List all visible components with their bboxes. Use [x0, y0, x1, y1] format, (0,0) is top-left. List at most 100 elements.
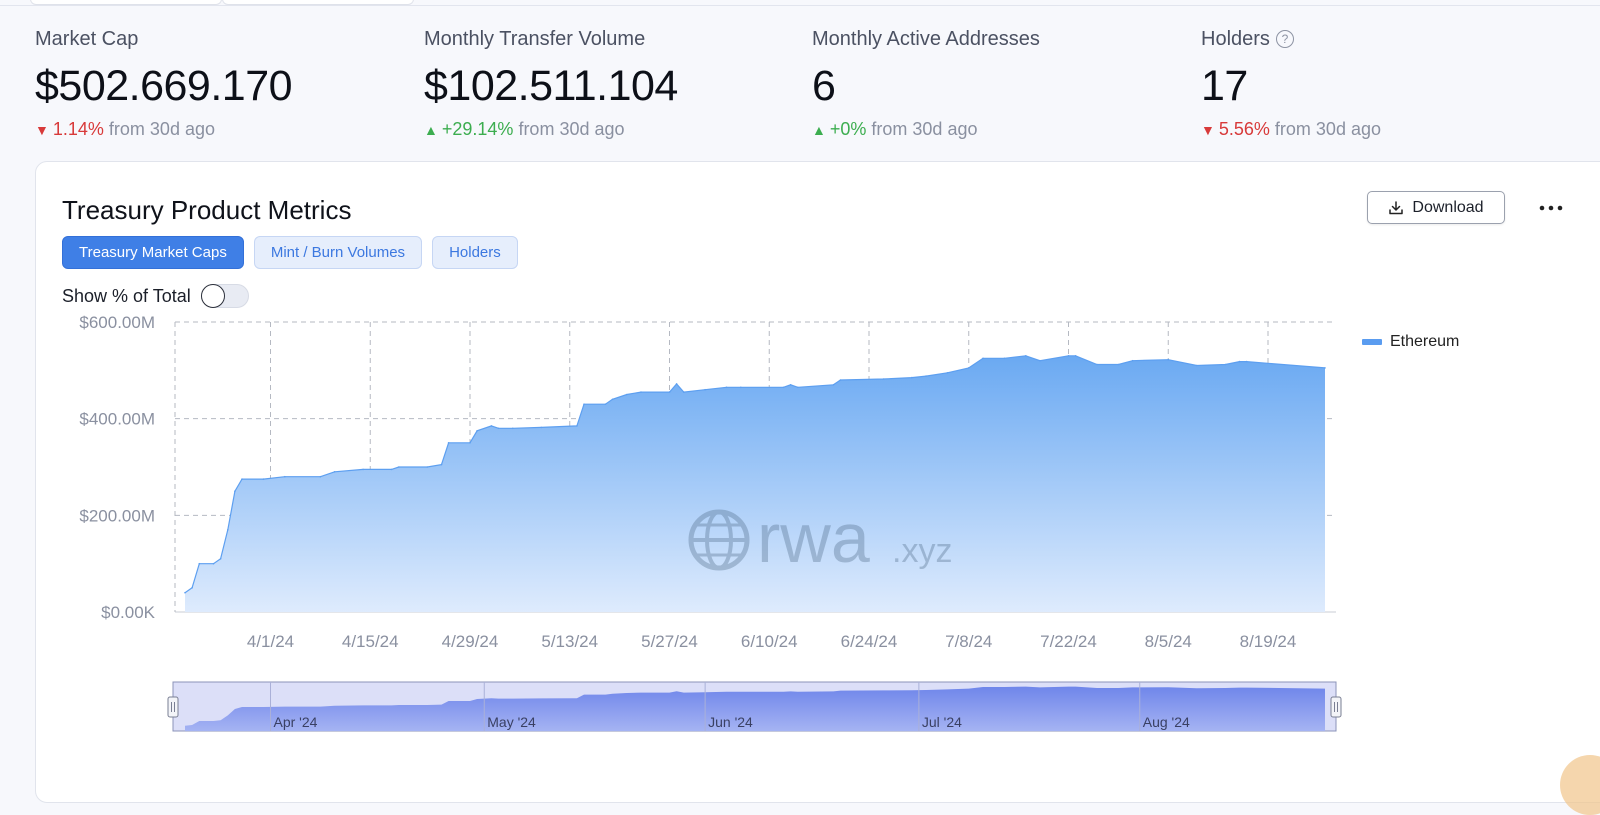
data-point [191, 587, 193, 589]
data-point [333, 471, 336, 473]
x-tick-label: 6/10/24 [741, 632, 798, 651]
data-point [668, 391, 671, 393]
tab-holders[interactable]: Holders [432, 236, 518, 269]
stat-label: Market Cap [35, 28, 139, 50]
card-title: Treasury Product Metrics [62, 195, 352, 225]
market-cap-chart: rwa .xyz $0.00K $200.00M $400.00M $600.00M 4… [79, 313, 1342, 732]
data-point [1039, 359, 1041, 362]
navigator-area [185, 686, 1325, 731]
data-point [839, 379, 842, 381]
data-point [398, 466, 400, 468]
metric-tabs: Treasury Market Caps Mint / Burn Volumes… [62, 236, 518, 269]
data-point [576, 425, 578, 427]
data-point [583, 403, 585, 406]
data-point [882, 378, 885, 380]
change-down-indicator: ▼ 1.14% [35, 119, 104, 139]
navigator-tick-label: Jul '24 [922, 714, 962, 730]
stat-label: Holders [1201, 28, 1270, 50]
more-options-button[interactable] [1536, 198, 1566, 218]
data-point [911, 376, 913, 379]
stat-change: ▼ 5.56% from 30d ago [1201, 119, 1381, 139]
data-point [490, 425, 493, 427]
x-tick-label: 8/5/24 [1145, 632, 1192, 651]
change-down-indicator: ▼ 5.56% [1201, 119, 1270, 139]
triangle-up-icon: ▲ [424, 122, 438, 138]
navigator-tick-label: May '24 [487, 714, 536, 730]
data-point [447, 442, 450, 444]
data-point [626, 393, 628, 396]
x-tick-label: 5/13/24 [541, 632, 598, 651]
stats-row: Market Cap $502.669.170 ▼ 1.14% from 30d … [35, 25, 1575, 145]
data-point [797, 386, 799, 389]
stat-holders: Holders? 17 ▼ 5.56% from 30d ago [1201, 25, 1381, 142]
y-tick-label: $400.00M [79, 410, 155, 429]
data-point [1324, 367, 1326, 369]
watermark-suffix: .xyz [892, 532, 952, 570]
download-button[interactable]: Download [1367, 191, 1505, 224]
data-point [540, 426, 543, 429]
data-point [362, 468, 364, 471]
data-point [1117, 363, 1120, 366]
data-point [946, 372, 949, 374]
data-point [675, 383, 678, 385]
data-point [1196, 364, 1198, 367]
show-percent-toggle-row: Show % of Total [62, 284, 249, 308]
legend-swatch [1362, 339, 1382, 345]
watermark: rwa .xyz [688, 499, 952, 577]
x-tick-label: 4/29/24 [442, 632, 499, 651]
data-point [512, 427, 514, 430]
navigator-tick-label: Aug '24 [1143, 714, 1190, 730]
y-tick-label: $200.00M [79, 506, 155, 525]
tab-mint-burn-volumes[interactable]: Mint / Burn Volumes [253, 236, 423, 269]
data-point [832, 384, 835, 386]
data-point [227, 529, 229, 531]
data-point [262, 478, 265, 480]
question-circle-icon[interactable]: ? [1275, 30, 1294, 48]
show-percent-toggle[interactable] [200, 284, 249, 308]
data-point [1096, 363, 1098, 366]
globe-icon [688, 509, 750, 571]
stat-change: ▲ +29.14% from 30d ago [424, 119, 625, 139]
data-point [219, 558, 222, 560]
more-horizontal-icon [1539, 205, 1563, 211]
navigator-handle-left[interactable] [167, 696, 179, 718]
legend-label-ethereum: Ethereum [1390, 333, 1460, 350]
data-point [1167, 358, 1170, 361]
ethereum-area [185, 355, 1325, 612]
x-tick-label: 4/15/24 [342, 632, 399, 651]
data-point [212, 562, 215, 565]
toggle-knob [200, 284, 225, 308]
data-point [925, 375, 927, 377]
data-point [1067, 355, 1070, 357]
x-tick-label: 8/19/24 [1240, 632, 1297, 651]
navigator-handle-right[interactable] [1330, 696, 1342, 718]
stat-change: ▲ +0% from 30d ago [812, 119, 978, 139]
data-point [319, 475, 322, 478]
stat-value: 17 [1201, 62, 1248, 110]
data-point [1025, 355, 1027, 357]
triangle-down-icon: ▼ [1201, 122, 1215, 138]
chart-legend[interactable]: Ethereum [1362, 333, 1459, 351]
data-point [198, 562, 201, 565]
tab-treasury-market-caps[interactable]: Treasury Market Caps [62, 236, 244, 269]
data-point [284, 475, 286, 478]
toggle-label: Show % of Total [62, 285, 191, 306]
data-point [1131, 359, 1134, 362]
y-tick-label: $0.00K [101, 603, 156, 622]
y-tick-label: $600.00M [79, 313, 155, 332]
data-point [497, 427, 500, 430]
data-point [390, 468, 393, 471]
chart-navigator[interactable]: Apr '24 May '24 Jun '24 Jul '24 Aug '24 [167, 681, 1342, 732]
stat-market-cap: Market Cap $502.669.170 ▼ 1.14% from 30d … [35, 25, 293, 142]
watermark-text: rwa [757, 499, 870, 577]
data-point [1245, 360, 1248, 363]
data-point [469, 442, 471, 444]
x-tick-label: 4/1/24 [247, 632, 294, 651]
top-bar [0, 0, 1600, 6]
stat-change: ▼ 1.14% from 30d ago [35, 119, 215, 139]
data-point [604, 403, 607, 406]
data-point [968, 367, 970, 369]
triangle-down-icon: ▼ [35, 122, 49, 138]
data-point [725, 386, 728, 389]
stat-label: Monthly Active Addresses [812, 28, 1040, 50]
